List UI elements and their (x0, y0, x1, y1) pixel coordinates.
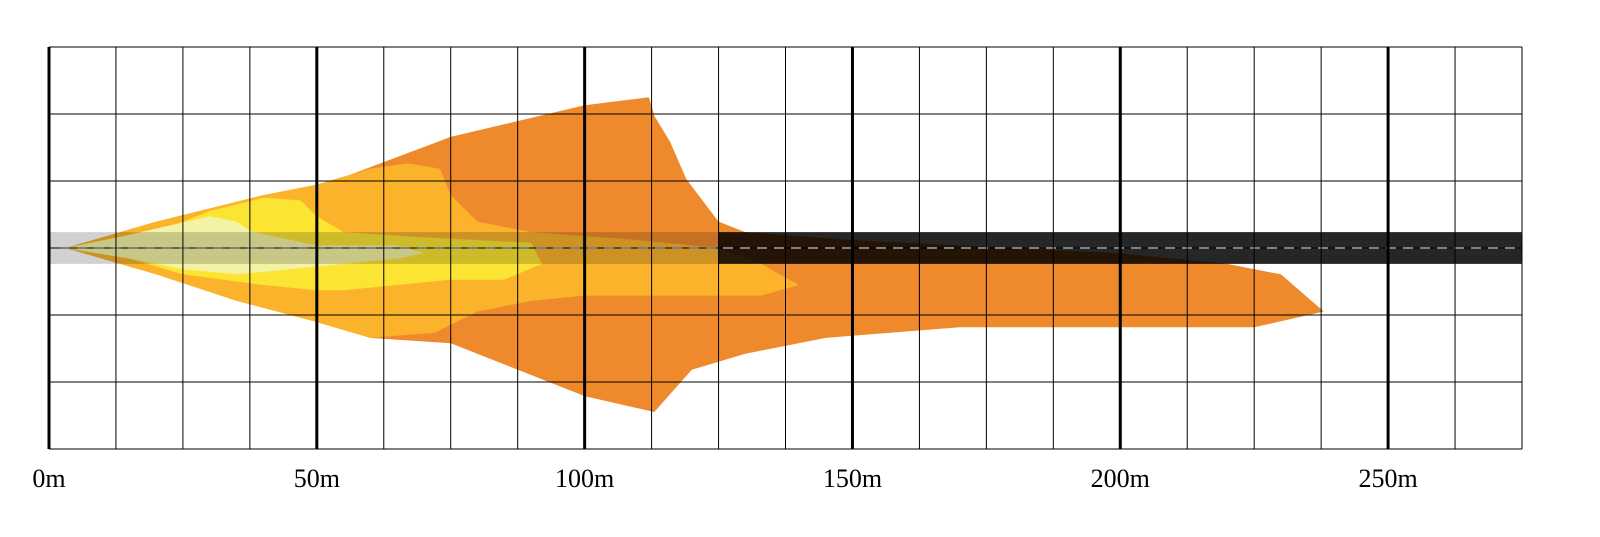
x-tick-label: 200m (1091, 464, 1150, 493)
x-tick-label: 100m (555, 464, 614, 493)
x-tick-label: 50m (294, 464, 340, 493)
zone-1 (65, 216, 424, 275)
light-zones (65, 97, 1324, 413)
x-tick-label: 250m (1358, 464, 1417, 493)
x-tick-label: 0m (32, 464, 65, 493)
grid (47, 46, 1523, 450)
x-axis-tick-labels: 0m 50m 100m 150m 200m 250m (32, 464, 1417, 493)
x-tick-label: 150m (823, 464, 882, 493)
